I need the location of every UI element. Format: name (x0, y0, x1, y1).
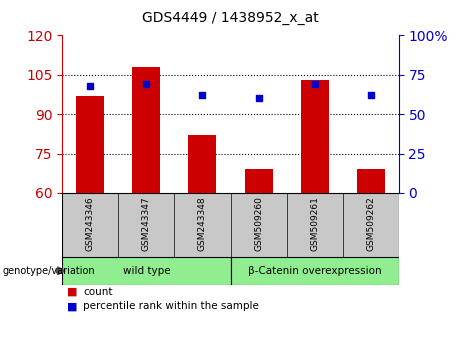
Point (142, 81, 150, 87)
FancyArrow shape (57, 267, 65, 275)
Bar (189, 135, 217, 193)
Text: GSM509260: GSM509260 (254, 196, 263, 251)
Point (367, 92, 374, 98)
Bar (132, 67, 160, 193)
Text: GSM243348: GSM243348 (198, 196, 207, 251)
Text: ■: ■ (67, 287, 77, 297)
Bar (244, 169, 272, 193)
Text: ■: ■ (67, 301, 77, 311)
Text: β-Catenin overexpression: β-Catenin overexpression (248, 266, 381, 276)
Point (311, 81, 318, 87)
Bar (357, 169, 385, 193)
Point (255, 96, 262, 101)
Text: count: count (83, 287, 112, 297)
Text: GSM243347: GSM243347 (142, 196, 151, 251)
Text: GSM509262: GSM509262 (366, 196, 375, 251)
Bar (62, 257, 230, 285)
Text: GDS4449 / 1438952_x_at: GDS4449 / 1438952_x_at (142, 11, 319, 25)
Bar (301, 80, 329, 193)
Text: GSM509261: GSM509261 (310, 196, 319, 251)
Text: percentile rank within the sample: percentile rank within the sample (83, 301, 259, 311)
Point (87, 83, 94, 88)
Point (199, 92, 206, 98)
Text: genotype/variation: genotype/variation (2, 266, 95, 276)
Bar (76, 96, 104, 193)
Text: GSM243346: GSM243346 (86, 196, 95, 251)
Text: wild type: wild type (123, 266, 170, 276)
Bar (230, 257, 399, 285)
